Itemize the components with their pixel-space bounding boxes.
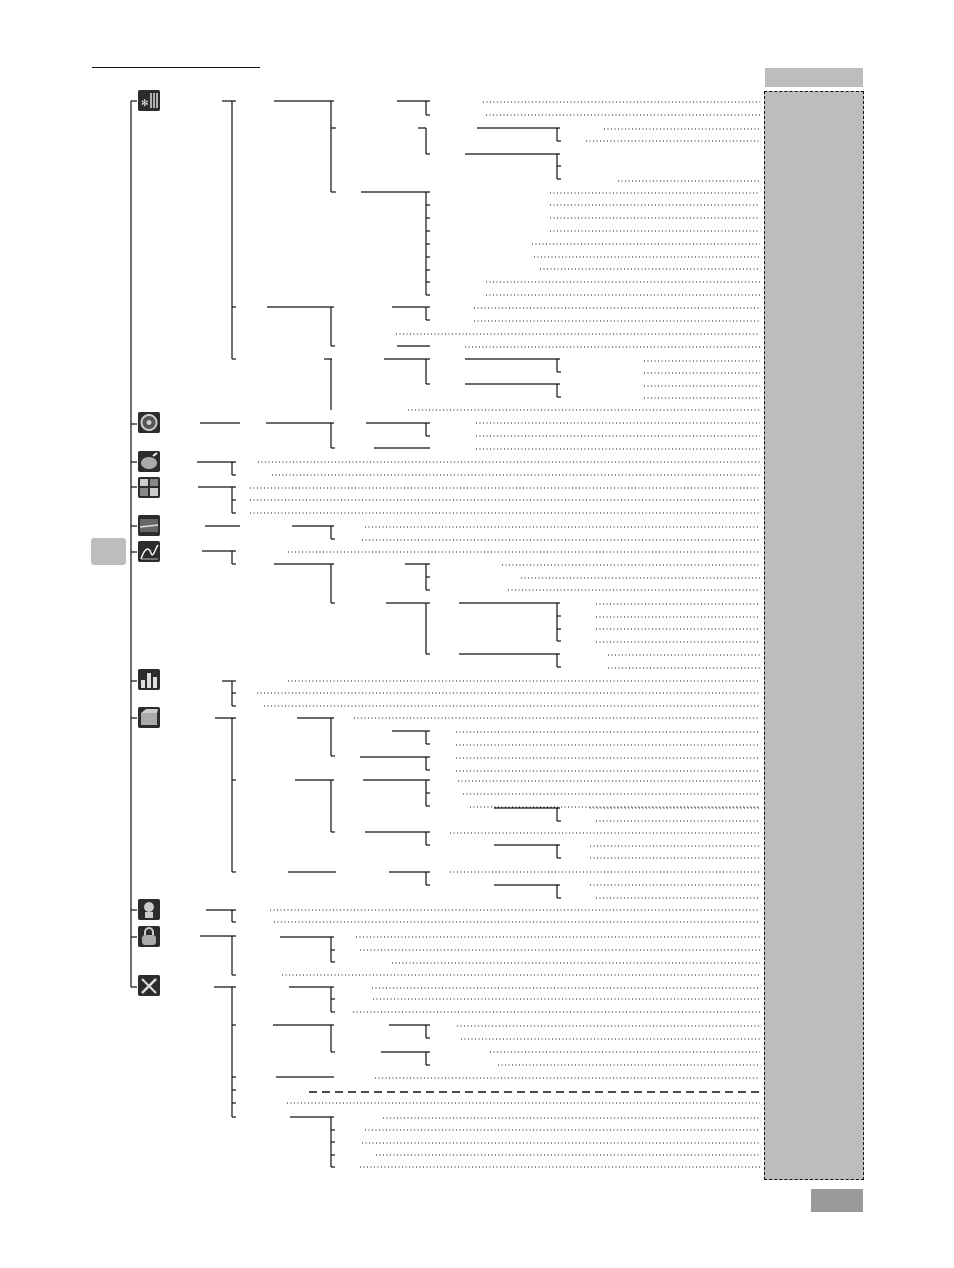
lock-icon <box>138 926 160 947</box>
page-number-box <box>811 1189 863 1212</box>
compass-ball-icon <box>138 451 160 472</box>
grid-icon <box>138 477 160 498</box>
box-icon <box>138 707 160 728</box>
person-icon <box>138 899 160 920</box>
tools-icon <box>138 975 160 996</box>
steering-wheel-icon <box>138 412 160 433</box>
right-side-panel <box>764 91 864 1180</box>
climate-icon: ✻ <box>138 90 160 111</box>
svg-text:✻: ✻ <box>141 99 149 109</box>
right-header-tab <box>765 68 863 87</box>
bar-chart-icon <box>138 669 160 690</box>
left-section-tab <box>91 538 126 565</box>
header-rule <box>92 67 260 68</box>
display-icon <box>138 515 160 536</box>
graph-icon <box>138 541 160 562</box>
